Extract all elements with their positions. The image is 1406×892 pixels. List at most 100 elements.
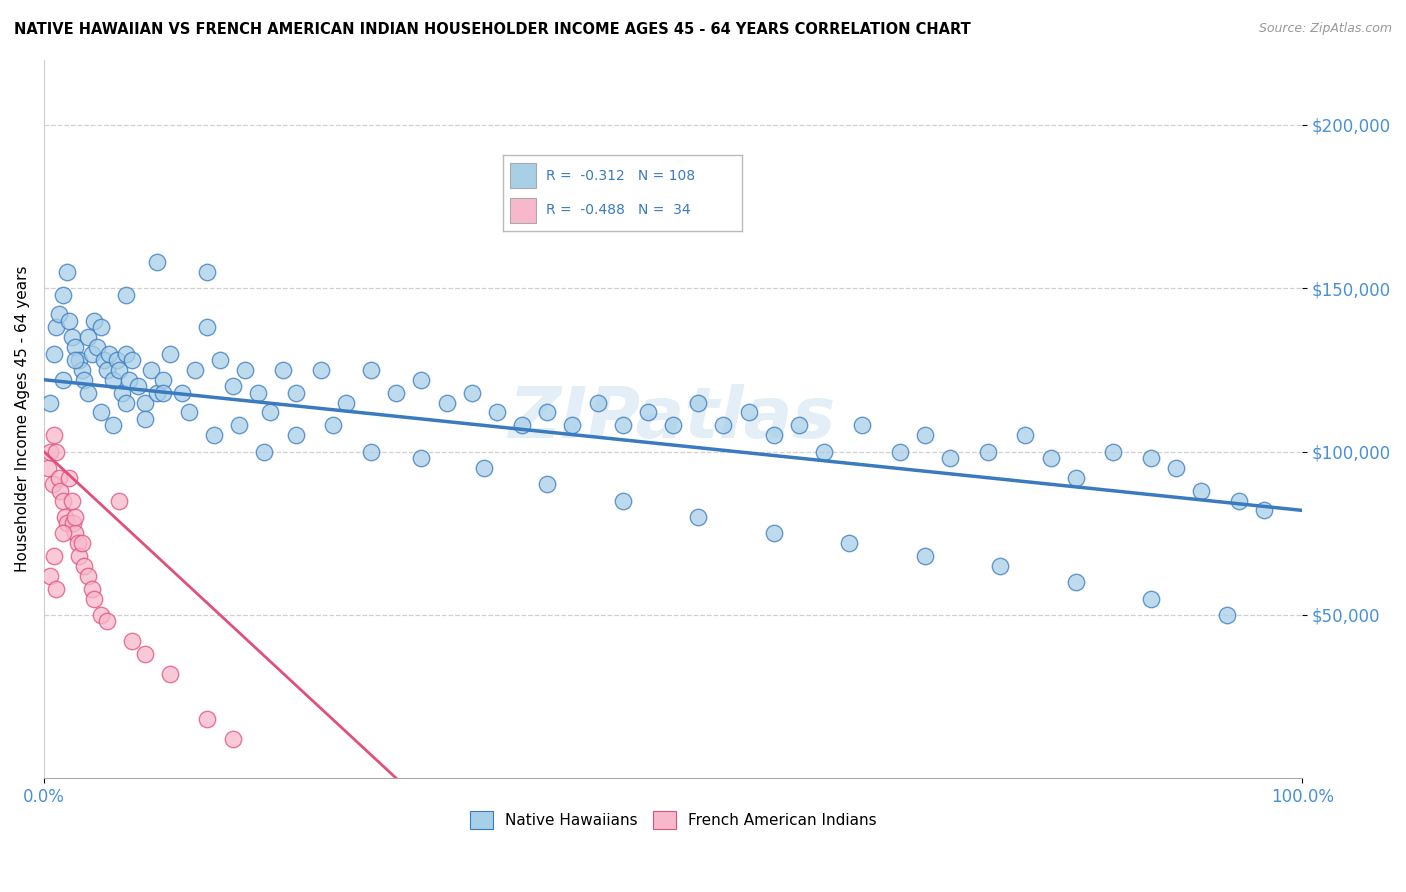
Point [284, 428, 307, 442]
Y-axis label: Householder Income Ages 45 - 64 years: Householder Income Ages 45 - 64 years [15, 266, 30, 572]
Point [48, 471, 70, 485]
Point [411, 373, 433, 387]
Point [77, 330, 100, 344]
Point [1166, 461, 1188, 475]
Point [612, 418, 634, 433]
Point [838, 536, 860, 550]
Point [228, 418, 250, 433]
Point [711, 418, 734, 433]
Point [889, 444, 911, 458]
Point [58, 471, 80, 485]
Point [108, 493, 131, 508]
Point [134, 647, 156, 661]
Point [83, 591, 105, 606]
Point [209, 353, 232, 368]
Point [52, 373, 75, 387]
Point [45, 444, 67, 458]
Point [159, 666, 181, 681]
Point [65, 353, 87, 368]
Point [42, 346, 65, 360]
Point [851, 418, 873, 433]
Point [52, 493, 75, 508]
Point [360, 363, 382, 377]
Point [41, 477, 63, 491]
Point [309, 363, 332, 377]
Point [114, 287, 136, 301]
Point [67, 353, 90, 368]
Point [77, 385, 100, 400]
Point [93, 353, 115, 368]
Point [586, 395, 609, 409]
Point [55, 265, 77, 279]
Point [42, 549, 65, 563]
Point [485, 405, 508, 419]
Point [67, 549, 90, 563]
Point [1215, 607, 1237, 622]
Point [688, 395, 710, 409]
Point [246, 385, 269, 400]
Point [89, 320, 111, 334]
Point [813, 444, 835, 458]
Point [121, 353, 143, 368]
Point [60, 330, 83, 344]
Point [637, 405, 659, 419]
Point [108, 363, 131, 377]
Point [202, 428, 225, 442]
Point [1227, 493, 1250, 508]
Point [1039, 451, 1062, 466]
Point [86, 340, 108, 354]
Text: Source: ZipAtlas.com: Source: ZipAtlas.com [1258, 22, 1392, 36]
Point [73, 373, 96, 387]
Point [134, 395, 156, 409]
Point [688, 509, 710, 524]
Point [89, 607, 111, 622]
Point [762, 428, 785, 442]
Point [49, 483, 72, 498]
Point [159, 346, 181, 360]
Point [914, 428, 936, 442]
Point [976, 444, 998, 458]
Point [197, 265, 219, 279]
Point [52, 287, 75, 301]
Point [197, 320, 219, 334]
Point [221, 379, 243, 393]
Point [134, 412, 156, 426]
Point [83, 314, 105, 328]
Point [152, 385, 174, 400]
Point [561, 418, 583, 433]
Point [111, 385, 134, 400]
Point [385, 385, 408, 400]
Point [1064, 575, 1087, 590]
Point [65, 509, 87, 524]
Point [101, 418, 124, 433]
Point [762, 526, 785, 541]
Point [914, 549, 936, 563]
Point [284, 385, 307, 400]
Point [139, 363, 162, 377]
Point [45, 320, 67, 334]
Point [737, 405, 759, 419]
Point [988, 558, 1011, 573]
Point [52, 526, 75, 541]
FancyBboxPatch shape [510, 163, 536, 188]
Point [1140, 451, 1163, 466]
Point [73, 558, 96, 573]
Point [39, 395, 62, 409]
Point [612, 493, 634, 508]
Point [152, 373, 174, 387]
Point [146, 255, 169, 269]
Point [127, 379, 149, 393]
Point [101, 373, 124, 387]
Point [60, 493, 83, 508]
Point [80, 582, 103, 596]
Point [70, 363, 93, 377]
Point [221, 732, 243, 747]
Point [1253, 503, 1275, 517]
Point [411, 451, 433, 466]
Point [360, 444, 382, 458]
Point [1140, 591, 1163, 606]
Text: R =  -0.312   N = 108: R = -0.312 N = 108 [546, 169, 695, 183]
Point [89, 405, 111, 419]
Point [233, 363, 256, 377]
Point [177, 405, 200, 419]
